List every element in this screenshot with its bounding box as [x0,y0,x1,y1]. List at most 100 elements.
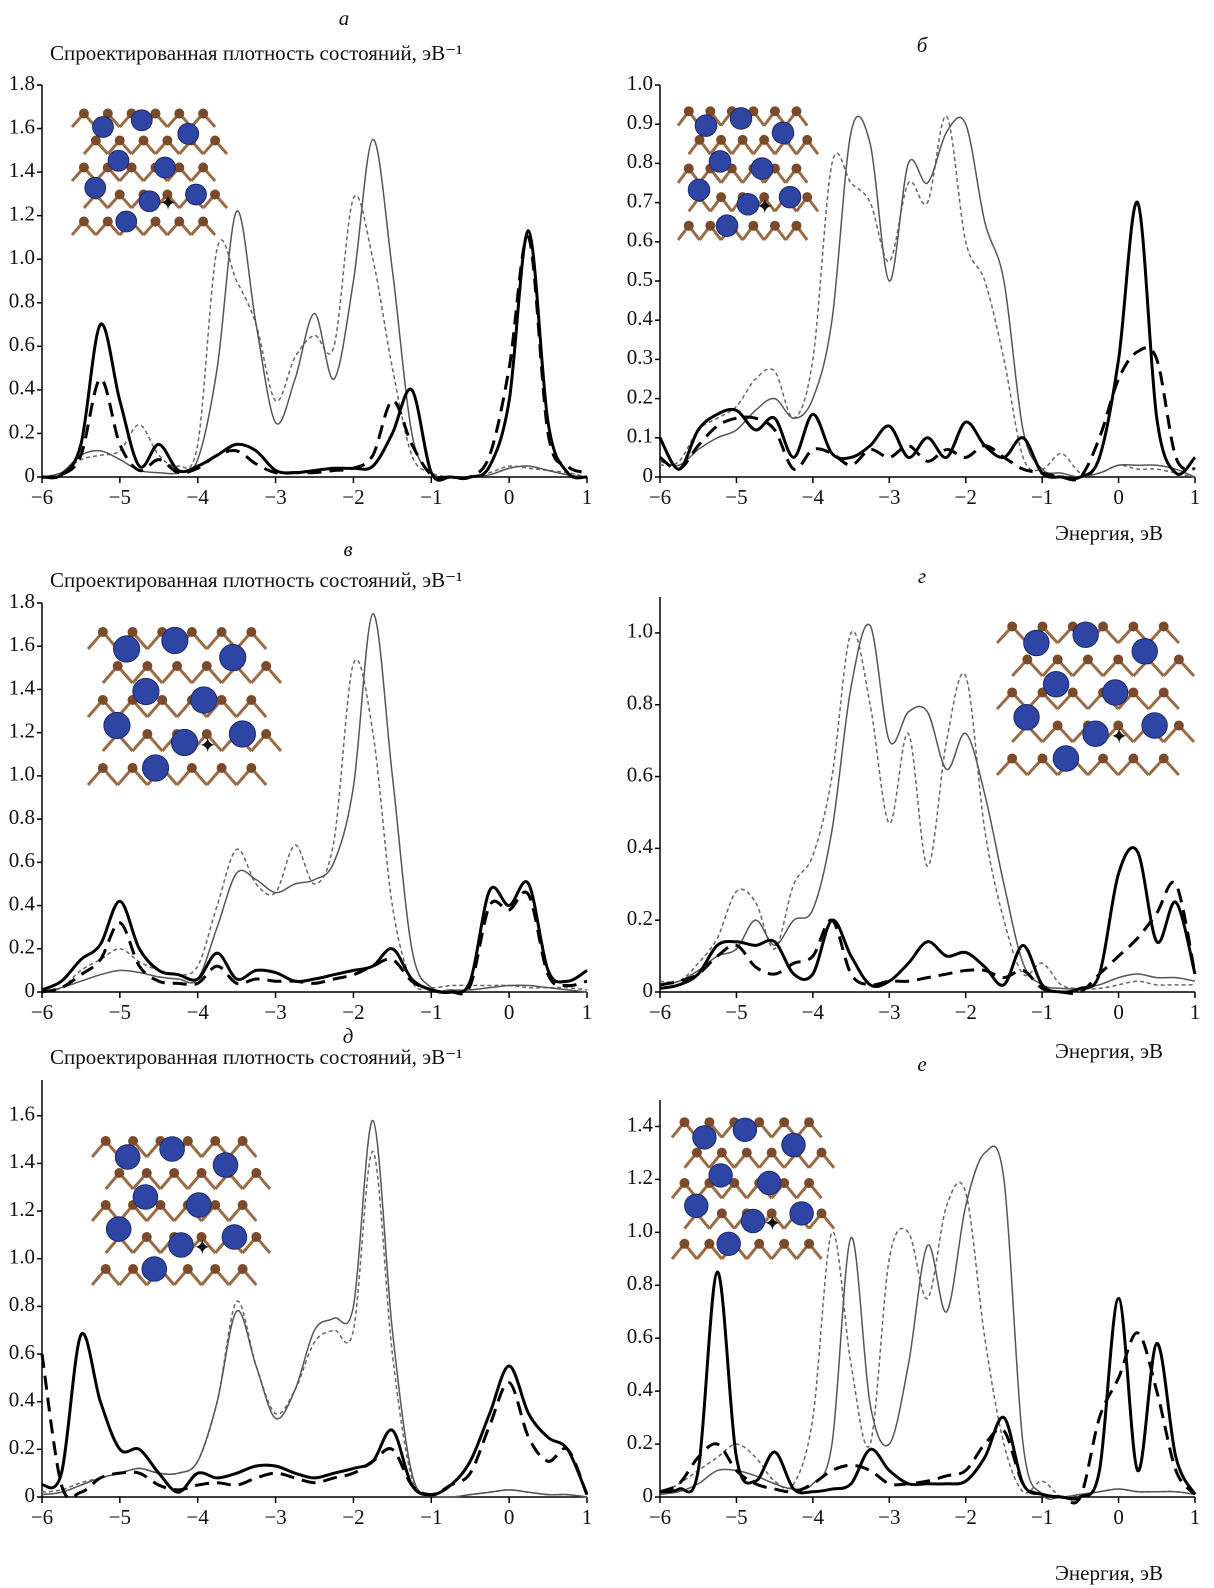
atom [216,627,227,637]
atom [196,1168,207,1178]
atom [741,1147,752,1158]
y-tick-label: 0.6 [9,848,35,872]
atom [716,1147,727,1158]
y-tick-label: 0.8 [9,289,35,313]
atom [791,220,802,231]
y-tick-label: 0 [643,978,654,1002]
y-tick-label: 1.0 [9,1245,35,1269]
atom [1052,654,1063,665]
atom [198,162,209,173]
x-tick-label: −2 [955,1505,977,1529]
atom [97,763,108,773]
atom [132,677,160,706]
atom [687,178,711,202]
atom [219,643,247,672]
y-tick-label: 0.6 [627,762,653,786]
atom [684,1193,709,1218]
x-tick-label: −3 [878,1505,900,1529]
atom [201,661,212,671]
atom [150,108,161,119]
y-tick-label: 0.5 [627,267,653,291]
y-axis-label: Спроектированная плотность состояний, эВ… [50,568,462,592]
atom [732,1117,758,1142]
atom [246,763,257,773]
y-tick-label: 0.7 [627,188,653,212]
x-tick-label: −4 [802,485,825,509]
atom [802,134,813,145]
x-tick-label: 1 [582,1505,593,1529]
atom [174,216,185,227]
y-tick-label: 0 [643,1483,654,1507]
atom [128,1264,139,1274]
atom [1173,654,1184,665]
atom [142,729,153,739]
series-line [40,1353,589,1500]
atom [159,1136,185,1162]
atom [1067,687,1078,698]
atom [141,754,170,782]
atom [748,220,759,231]
x-axis-label: Энергия, эВ [1055,521,1163,545]
x-tick-label: −6 [649,1000,671,1024]
y-tick-label: 0.8 [9,805,35,829]
series-line [41,1150,588,1498]
atom [97,695,108,705]
atom [750,157,774,180]
marker: ✦ [199,733,217,757]
atom [804,1178,815,1188]
y-tick-label: 1.8 [9,589,35,613]
x-tick-label: −3 [878,1000,900,1024]
x-tick-label: −2 [342,485,364,509]
y-tick-label: 0.4 [627,306,654,330]
atom [114,1168,125,1178]
series-line [41,194,588,479]
series-line [41,229,588,482]
panel: в Спроектированная плотность состояний, э… [9,537,593,1024]
y-tick-label: 0.4 [9,376,36,400]
panel: г Энергия, эВ ✦ 0 0.2 0.4 0.6 0.8 1.0 −6 −5 −4 −3 −2 −… [627,564,1201,1063]
y-tick-label: 0.2 [9,419,35,443]
atom [692,1125,717,1150]
atom [791,163,802,174]
atom [1128,753,1139,764]
atom [128,1136,139,1146]
structure-inset: ✦ [86,626,283,786]
x-tick-label: −6 [31,1505,53,1529]
marker: ✦ [756,194,774,218]
y-tick-label: 0.2 [627,906,653,930]
atom [781,1132,806,1158]
atom [105,1216,132,1242]
atom [757,1170,782,1196]
series-line [659,623,1196,990]
atom [92,116,114,138]
atom [114,1144,141,1170]
atom [679,1238,690,1249]
atom [708,150,732,173]
atom [162,135,173,146]
series-line [659,1181,1196,1499]
y-tick-label: 1.2 [9,201,35,225]
x-axis-label: Энергия, эВ [1055,1039,1163,1063]
series-line [659,846,1197,994]
atom [130,109,153,132]
x-tick-label: 0 [504,485,515,509]
atom [766,1147,777,1158]
y-tick-label: 0.4 [9,891,36,915]
atom [754,1238,765,1249]
atom [162,189,173,200]
atom [754,1117,765,1128]
x-tick-label: 1 [1190,485,1201,509]
atom [261,661,272,671]
atom [157,695,168,705]
atom [1082,654,1093,665]
y-tick-label: 0.4 [627,1377,654,1401]
y-tick-label: 1.6 [9,1102,35,1126]
marker: ✦ [764,1211,782,1235]
atom [1141,712,1168,739]
x-tick-label: −4 [187,1505,210,1529]
atom [138,135,149,146]
x-tick-label: −1 [420,1000,442,1024]
x-tick-label: −1 [1031,1000,1053,1024]
atom [246,695,257,705]
x-tick-label: −2 [955,1000,977,1024]
